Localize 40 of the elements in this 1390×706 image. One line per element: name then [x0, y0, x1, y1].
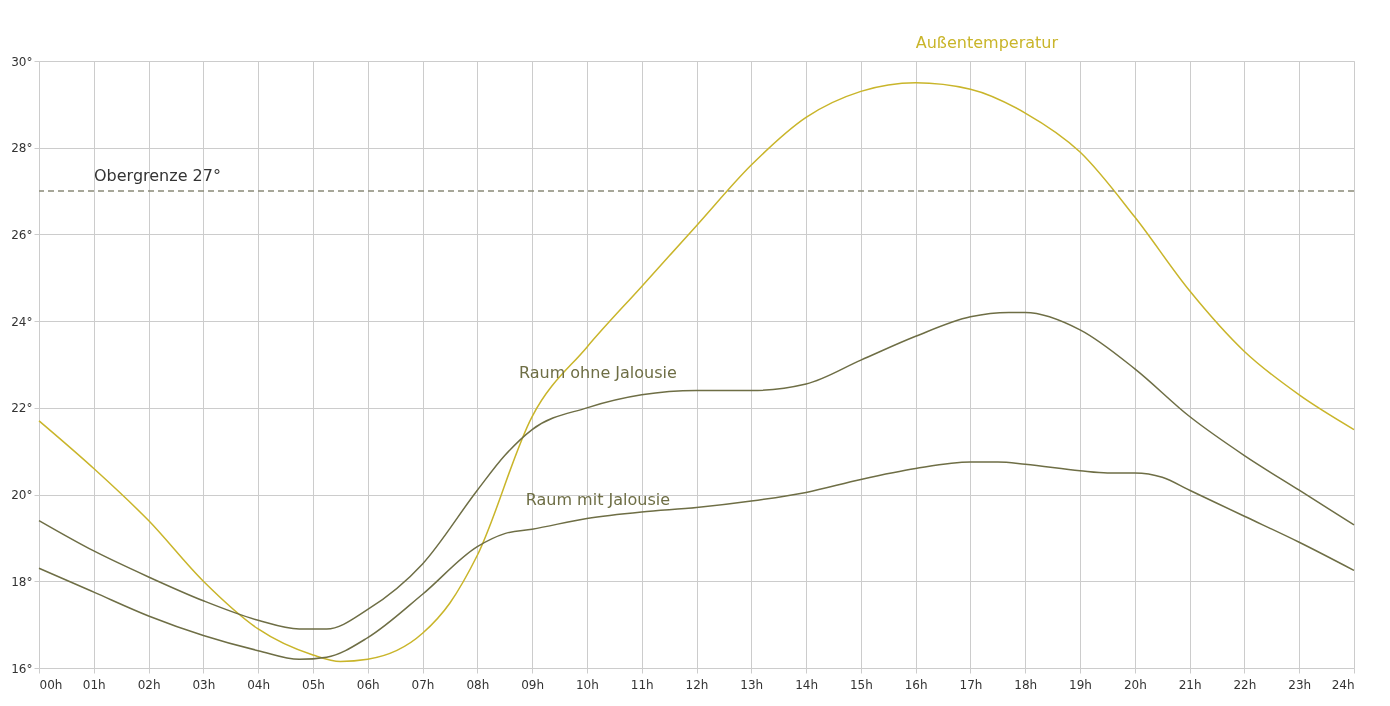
x-tick-label: 12h: [685, 677, 709, 692]
y-tick-label: 20°: [11, 488, 33, 503]
x-tick-label: 09h: [521, 677, 545, 692]
x-tick-label: 07h: [411, 677, 435, 692]
line-series: [38, 81, 1355, 663]
x-tick-label: 20h: [1123, 677, 1147, 692]
x-tick-label: 23h: [1288, 677, 1312, 692]
series-label: Raum mit Jalousie: [525, 489, 671, 509]
x-tick-label: 02h: [137, 677, 161, 692]
x-tick-label: 01h: [82, 677, 106, 692]
x-tick-label: 21h: [1178, 677, 1202, 692]
x-tick-label: 13h: [740, 677, 764, 692]
x-tick-label: 22h: [1233, 677, 1257, 692]
line-series: [38, 461, 1355, 661]
x-tick-label: 00h: [39, 677, 63, 692]
y-tick-label: 30°: [11, 54, 33, 69]
x-tick-label: 04h: [247, 677, 271, 692]
x-tick-label: 19h: [1069, 677, 1092, 692]
x-tick-label: 24h: [1331, 677, 1355, 692]
y-tick-label: 18°: [11, 574, 33, 589]
x-tick-label: 11h: [630, 677, 654, 692]
x-tick-label: 14h: [795, 677, 819, 692]
y-tick-label: 26°: [11, 227, 33, 242]
x-tick-label: 08h: [466, 677, 490, 692]
y-tick-label: 24°: [11, 314, 33, 329]
x-tick-label: 06h: [356, 677, 380, 692]
series-label: Außentemperatur: [915, 33, 1059, 52]
y-tick-label: 28°: [11, 141, 33, 156]
x-tick-label: 15h: [849, 677, 873, 692]
x-tick-label: 03h: [192, 677, 216, 692]
x-tick-label: 10h: [575, 677, 599, 692]
line-series: [38, 311, 1355, 630]
series-label: Raum ohne Jalousie: [518, 362, 677, 382]
ref-line-label: Obergrenze 27°: [94, 166, 221, 186]
y-tick-label: 16°: [11, 661, 33, 676]
x-tick-label: 17h: [959, 677, 983, 692]
x-tick-label: 16h: [904, 677, 928, 692]
x-tick-label: 18h: [1014, 677, 1038, 692]
x-tick-label: 05h: [302, 677, 325, 692]
y-tick-label: 22°: [11, 401, 33, 416]
